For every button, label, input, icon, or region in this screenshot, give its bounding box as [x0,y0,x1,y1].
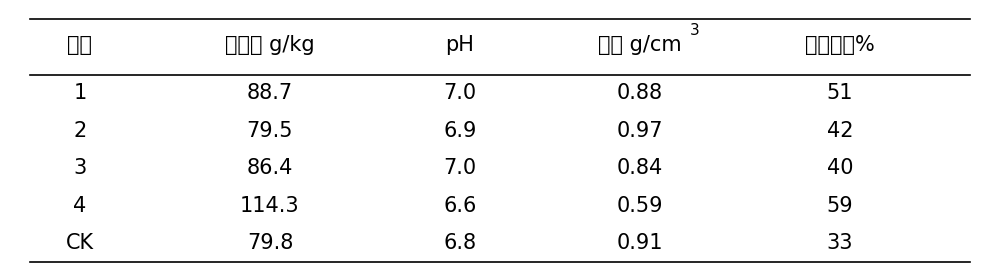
Text: 40: 40 [827,158,853,178]
Text: 0.84: 0.84 [617,158,663,178]
Text: 88.7: 88.7 [247,84,293,103]
Text: 6.9: 6.9 [443,121,477,141]
Text: 3: 3 [690,23,700,38]
Text: CK: CK [66,233,94,253]
Text: 处理: 处理 [68,36,92,55]
Text: 114.3: 114.3 [240,196,300,215]
Text: 59: 59 [827,196,853,215]
Text: 0.59: 0.59 [617,196,663,215]
Text: 3: 3 [73,158,87,178]
Text: 42: 42 [827,121,853,141]
Text: 总孔隙度%: 总孔隙度% [805,36,875,55]
Text: 6.8: 6.8 [443,233,477,253]
Text: 容重 g/cm: 容重 g/cm [598,36,682,55]
Text: 7.0: 7.0 [443,84,477,103]
Text: 86.4: 86.4 [247,158,293,178]
Text: 0.88: 0.88 [617,84,663,103]
Text: 2: 2 [73,121,87,141]
Text: 51: 51 [827,84,853,103]
Text: 0.97: 0.97 [617,121,663,141]
Text: 0.91: 0.91 [617,233,663,253]
Text: 有机质 g/kg: 有机质 g/kg [225,36,315,55]
Text: 7.0: 7.0 [443,158,477,178]
Text: pH: pH [446,36,474,55]
Text: 33: 33 [827,233,853,253]
Text: 1: 1 [73,84,87,103]
Text: 4: 4 [73,196,87,215]
Text: 79.5: 79.5 [247,121,293,141]
Text: 79.8: 79.8 [247,233,293,253]
Text: 6.6: 6.6 [443,196,477,215]
